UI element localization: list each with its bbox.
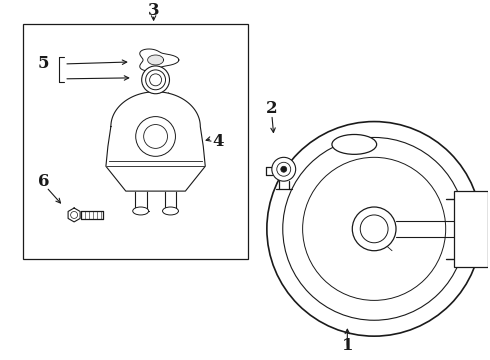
Polygon shape [106, 92, 205, 191]
Ellipse shape [163, 207, 178, 215]
Ellipse shape [133, 207, 148, 215]
Text: 5: 5 [38, 55, 49, 72]
Circle shape [267, 122, 482, 336]
Circle shape [281, 166, 287, 172]
Circle shape [352, 207, 396, 251]
Bar [24, 24, 248, 259]
Circle shape [149, 74, 162, 86]
Circle shape [272, 157, 295, 181]
Ellipse shape [332, 135, 377, 154]
Polygon shape [68, 208, 80, 222]
Text: 6: 6 [38, 173, 49, 190]
Polygon shape [140, 49, 179, 71]
Text: 1: 1 [342, 337, 353, 354]
Text: 4: 4 [213, 133, 224, 150]
Polygon shape [147, 55, 164, 65]
Text: 2: 2 [266, 100, 278, 117]
Text: 3: 3 [148, 2, 159, 19]
Circle shape [142, 66, 170, 94]
Bar [454, 191, 489, 267]
